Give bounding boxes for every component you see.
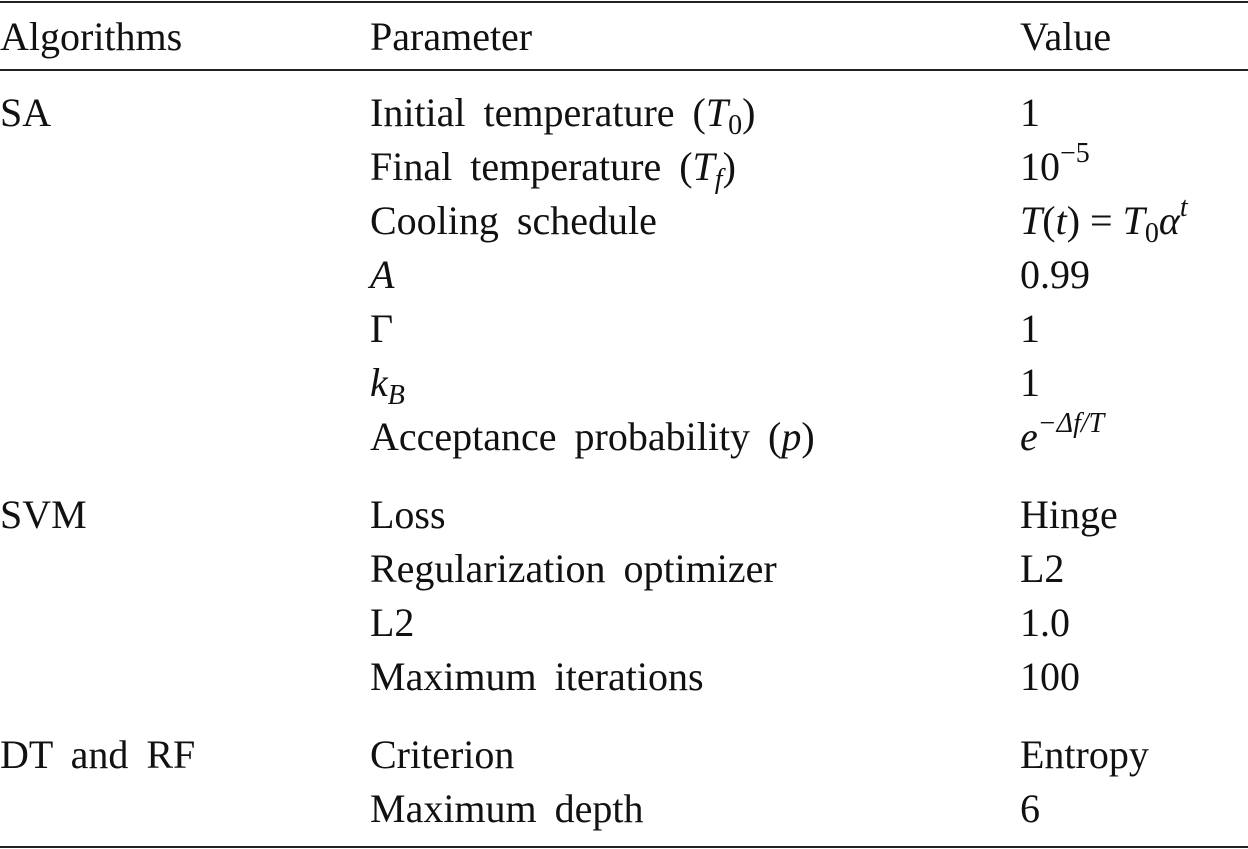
algorithm: DT and RF xyxy=(0,732,196,777)
top-rule xyxy=(0,1,1248,3)
subscript: 0 xyxy=(728,110,743,141)
value: Hinge xyxy=(1020,492,1118,537)
parameter: Acceptance probability (p) xyxy=(370,410,815,464)
value: 6 xyxy=(1020,786,1040,831)
subscript: f xyxy=(715,164,723,195)
text: ) xyxy=(801,414,815,459)
math: B xyxy=(387,380,405,411)
algorithm: SVM xyxy=(0,492,87,537)
parameter: Final temperature (Tf) xyxy=(370,140,736,194)
parameter: Maximum depth xyxy=(370,786,644,831)
value: 0.99 xyxy=(1020,252,1090,297)
math: −Δf/T xyxy=(1037,408,1105,439)
value: T(t) = T0αt xyxy=(1020,194,1188,248)
header-cell: Algorithms xyxy=(0,14,183,59)
parameter: kB xyxy=(370,356,405,410)
math: T xyxy=(705,90,729,135)
text: Acceptance probability ( xyxy=(370,414,782,459)
text: ) xyxy=(722,144,736,189)
math: T xyxy=(1122,198,1145,243)
header-rule xyxy=(0,69,1248,71)
parameter: Regularization optimizer xyxy=(370,546,777,591)
value: L2 xyxy=(1020,546,1065,591)
text: Initial temperature ( xyxy=(370,90,706,135)
math: T xyxy=(1020,198,1043,243)
math: t xyxy=(1055,198,1067,243)
parameter: Loss xyxy=(370,492,446,537)
math: e xyxy=(1020,414,1038,459)
math: A xyxy=(370,252,395,297)
subscript: 0 xyxy=(1144,218,1159,249)
value: 100 xyxy=(1020,654,1080,699)
math: k xyxy=(370,360,388,405)
value: e−Δf/T xyxy=(1020,410,1104,464)
superscript: −Δf/T xyxy=(1038,408,1104,439)
math: α xyxy=(1158,198,1180,243)
value: 1 xyxy=(1020,90,1040,135)
subscript: B xyxy=(388,380,405,411)
text: Final temperature ( xyxy=(370,144,693,189)
math: t xyxy=(1179,192,1188,223)
header-cell: Value xyxy=(1020,14,1112,59)
text: 10 xyxy=(1020,144,1060,189)
text: ( xyxy=(1042,198,1056,243)
parameter: Initial temperature (T0) xyxy=(370,86,755,140)
parameter: L2 xyxy=(370,600,415,645)
value: 1 xyxy=(1020,306,1040,351)
math: T xyxy=(692,144,715,189)
value: Entropy xyxy=(1020,732,1149,777)
parameter: Cooling schedule xyxy=(370,198,657,243)
math: f xyxy=(714,164,723,195)
superscript: t xyxy=(1180,192,1188,223)
algorithm: SA xyxy=(0,90,52,135)
parameter: Γ xyxy=(370,306,394,351)
superscript: −5 xyxy=(1060,138,1090,169)
math: p xyxy=(781,414,802,459)
value: 1.0 xyxy=(1020,600,1070,645)
text: ) = xyxy=(1066,198,1123,243)
parameter: Maximum iterations xyxy=(370,654,704,699)
parameter: A xyxy=(370,248,394,302)
text: ) xyxy=(742,90,756,135)
parameter: Criterion xyxy=(370,732,515,777)
value: 1 xyxy=(1020,360,1040,405)
header-cell: Parameter xyxy=(370,14,533,59)
value: 10−5 xyxy=(1020,140,1090,194)
bottom-rule xyxy=(0,846,1248,848)
